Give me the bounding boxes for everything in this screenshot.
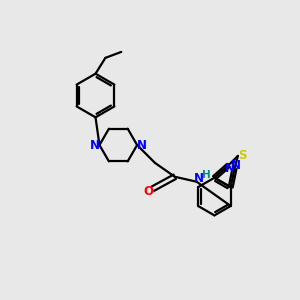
Text: H: H [202,170,211,180]
Text: N: N [194,172,203,185]
Text: S: S [238,149,247,162]
Text: O: O [143,185,153,198]
Text: N: N [137,139,147,152]
Text: N: N [224,162,234,175]
Text: N: N [230,159,241,172]
Text: N: N [89,139,100,152]
